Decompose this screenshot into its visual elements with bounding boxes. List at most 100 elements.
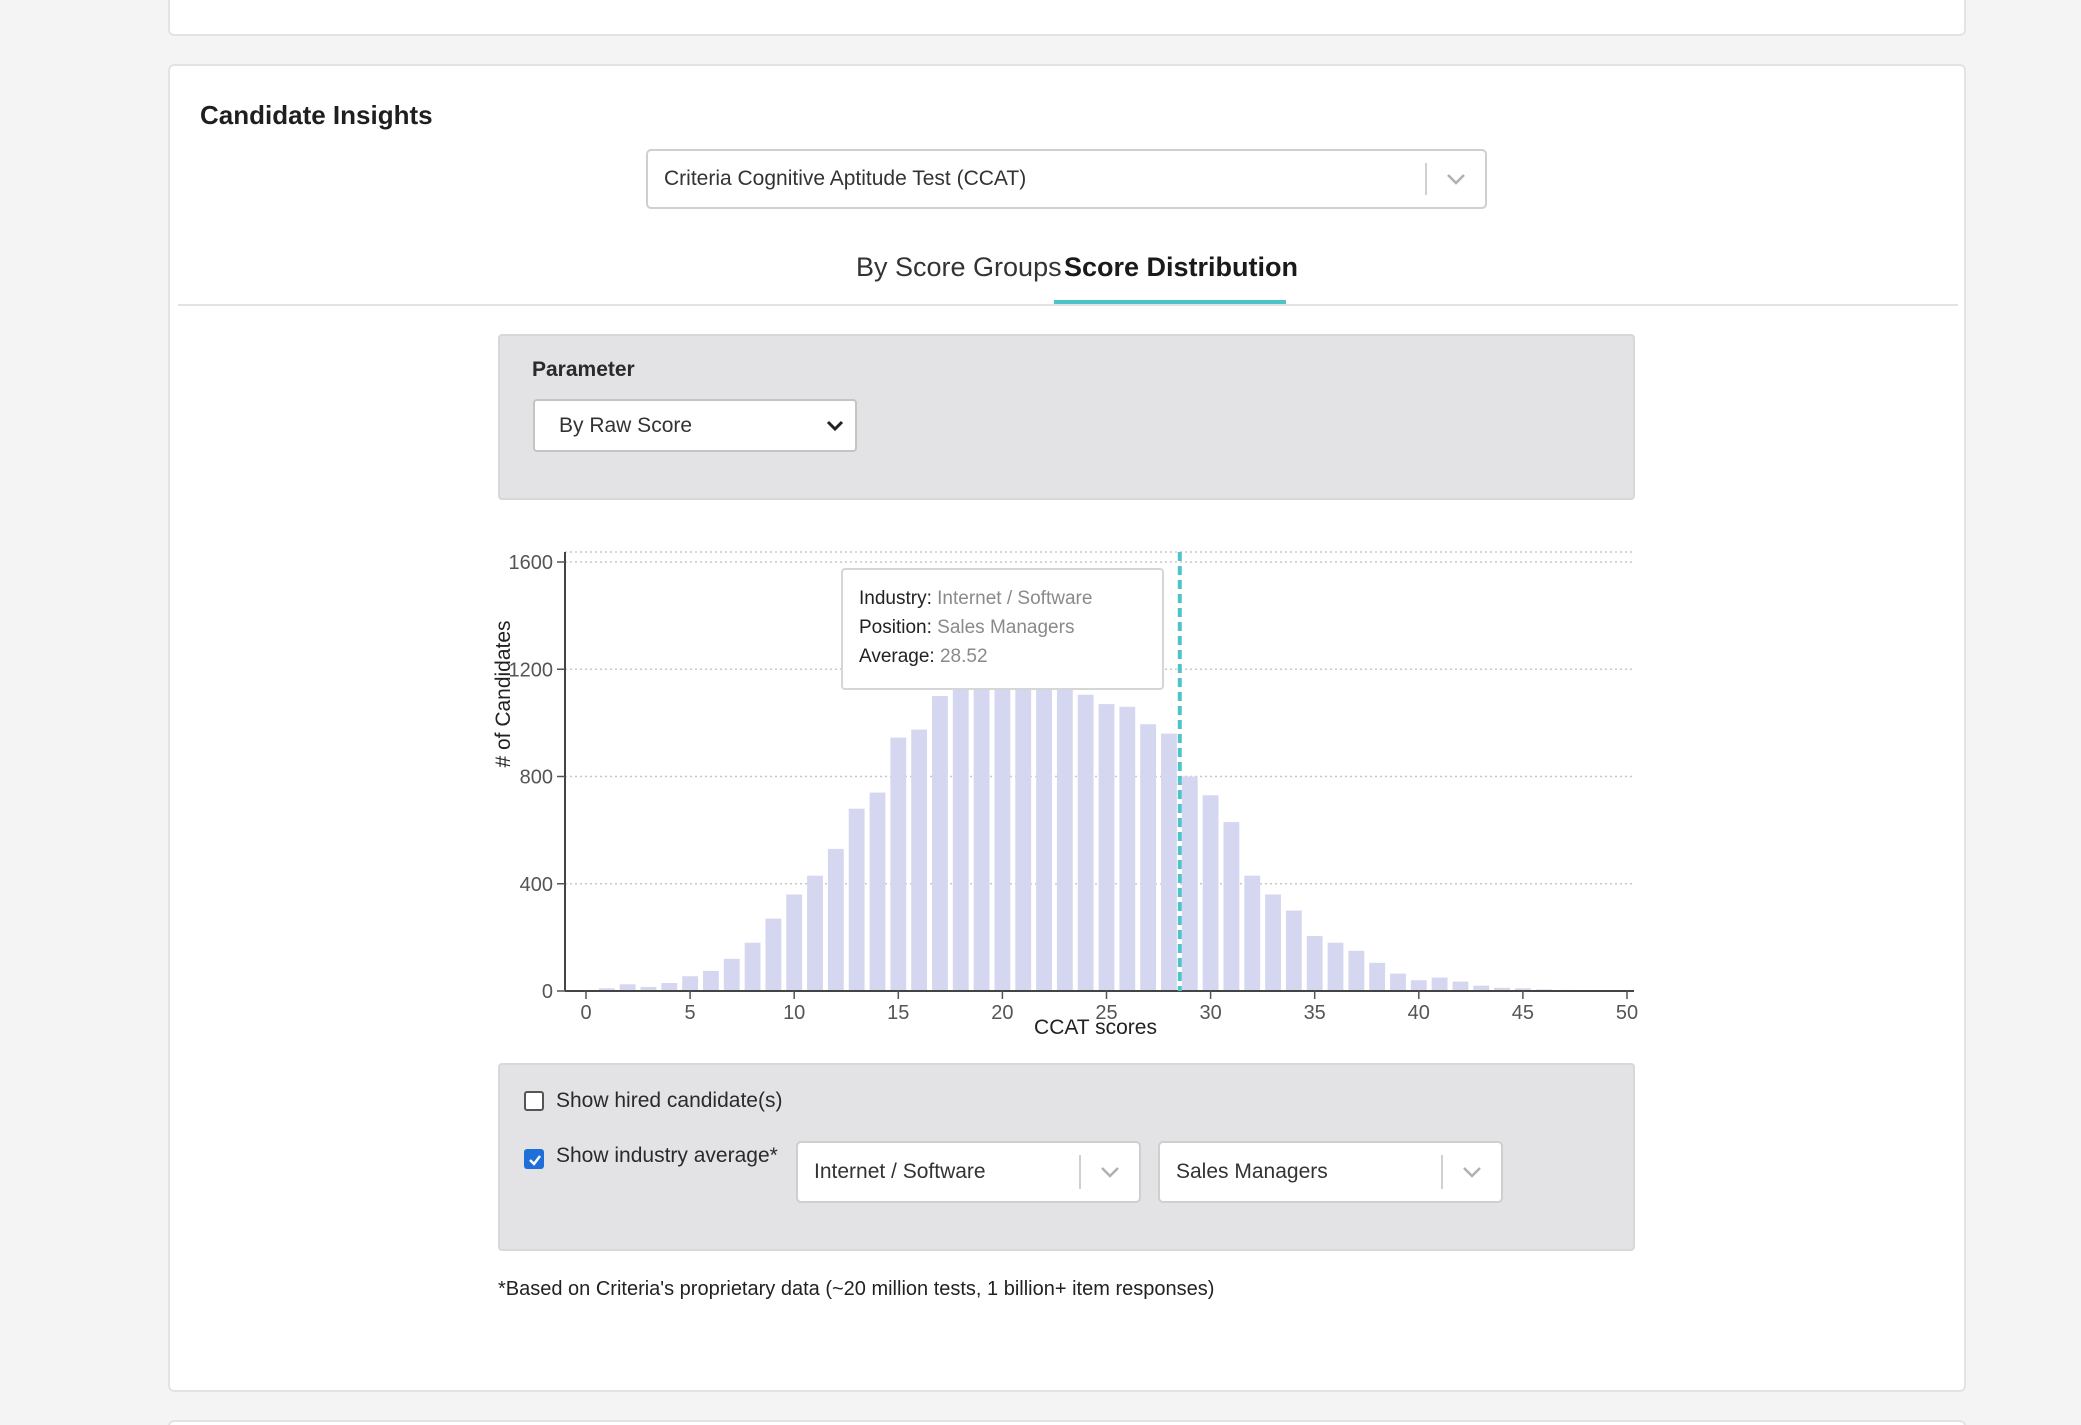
next-card (168, 1420, 1966, 1425)
histogram-bar (1327, 942, 1344, 991)
footnote: *Based on Criteria's proprietary data (~… (498, 1278, 1215, 1300)
histogram-bar (598, 988, 615, 991)
histogram-bar (952, 685, 969, 991)
histogram-bar (1223, 822, 1240, 991)
histogram-bar (932, 696, 948, 991)
chart-grid (565, 551, 1634, 885)
histogram-bar (1410, 980, 1427, 991)
histogram-bar (1036, 675, 1052, 991)
histogram-bar (1056, 682, 1073, 991)
histogram-bar (723, 958, 740, 991)
histogram-bar (1473, 985, 1490, 991)
y-axis-label: # of Candidates (492, 620, 515, 767)
x-tick-label: 0 (580, 1002, 591, 1024)
histogram-bar (1514, 988, 1531, 991)
histogram-bar (1431, 977, 1448, 991)
test-select[interactable]: Criteria Cognitive Aptitude Test (CCAT) (646, 149, 1487, 209)
histogram-bar (890, 737, 907, 991)
histogram-bar (703, 970, 719, 991)
tab-by-score-groups[interactable]: By Score Groups (856, 252, 1062, 282)
tooltip-industry-value: Internet / Software (937, 588, 1093, 609)
parameter-label: Parameter (532, 358, 635, 381)
y-tick-label: 400 (520, 874, 553, 896)
histogram-bar (1452, 981, 1469, 991)
x-tick-label: 5 (685, 1002, 696, 1024)
chart-bars (598, 673, 1615, 991)
histogram-bar (786, 894, 803, 991)
select-separator (1441, 1155, 1443, 1189)
histogram-bar (619, 984, 636, 991)
show-hired-checkbox[interactable] (524, 1091, 544, 1111)
histogram-bar (994, 673, 1011, 991)
y-tick-label: 800 (520, 767, 553, 789)
position-select[interactable]: Sales Managers (1158, 1141, 1503, 1203)
position-select-value: Sales Managers (1176, 1160, 1328, 1183)
histogram-bar (661, 982, 678, 991)
chevron-down-icon[interactable] (1460, 1164, 1484, 1180)
select-separator (1425, 163, 1427, 195)
histogram-bar (1202, 795, 1219, 991)
y-tick-label: 1600 (509, 552, 554, 574)
parameter-select[interactable]: By Raw Score (533, 399, 857, 452)
show-industry-average-label[interactable]: Show industry average* (556, 1144, 778, 1167)
tooltip-average-value: 28.52 (939, 646, 988, 667)
histogram-bar (640, 986, 657, 991)
histogram-bar (765, 918, 782, 991)
y-tick-label: 1200 (509, 659, 554, 681)
industry-select[interactable]: Internet / Software (796, 1141, 1141, 1203)
x-tick-label: 15 (887, 1002, 909, 1024)
score-distribution-chart: 0 400 800 1200 1600 0 5 10 15 20 25 30 35 40 45 50 CCAT… (492, 551, 1639, 1039)
x-tick-label: 45 (1512, 1002, 1534, 1024)
histogram-bar (1119, 706, 1136, 991)
tooltip-position-label: Position: (859, 617, 932, 638)
x-tick-label: 25 (1095, 1002, 1117, 1024)
chevron-down-icon[interactable] (1098, 1164, 1122, 1180)
chart-axes (564, 552, 1634, 992)
active-tab-indicator (1054, 300, 1286, 304)
histogram-bar (744, 942, 761, 991)
x-tick-label: 40 (1408, 1002, 1430, 1024)
show-industry-average-checkbox[interactable] (524, 1149, 544, 1169)
chevron-down-icon[interactable] (1444, 171, 1468, 187)
show-hired-label[interactable]: Show hired candidate(s) (556, 1089, 783, 1112)
average-tooltip: Industry: Internet / Software Position: … (841, 568, 1164, 690)
histogram-bar (1161, 733, 1177, 991)
tooltip-industry-label: Industry: (859, 588, 932, 609)
histogram-bar (1348, 950, 1365, 991)
industry-select-value: Internet / Software (814, 1160, 986, 1183)
histogram-bar (1285, 910, 1302, 991)
x-axis-label: CCAT scores (1034, 1016, 1157, 1039)
histogram-bar (869, 792, 886, 991)
x-tick-label: 10 (783, 1002, 805, 1024)
histogram-bar (1244, 875, 1261, 991)
histogram-bar (1369, 962, 1386, 991)
y-tick-label: 0 (542, 981, 553, 1003)
x-tick-label: 50 (1616, 1002, 1638, 1024)
x-tick-label: 35 (1304, 1002, 1326, 1024)
histogram-bar (973, 677, 990, 991)
histogram-bar (1494, 987, 1510, 991)
tab-score-distribution[interactable]: Score Distribution (1064, 252, 1299, 282)
histogram-bar (682, 976, 699, 991)
chevron-down-icon[interactable] (823, 418, 847, 434)
chart-ticks: 0 400 800 1200 1600 0 5 10 15 20 25 30 35 40 45 50 (509, 552, 1639, 1024)
tooltip-average-label: Average: (859, 646, 935, 667)
histogram-bar (1390, 973, 1406, 991)
tooltip-position-value: Sales Managers (937, 617, 1075, 638)
histogram-bar (1306, 936, 1323, 991)
histogram-bar (1015, 673, 1032, 991)
parameter-select-value: By Raw Score (559, 413, 693, 437)
histogram-bar (848, 808, 865, 991)
histogram-bar (807, 875, 823, 991)
checkmark-icon (529, 1155, 541, 1166)
x-tick-label: 20 (991, 1002, 1013, 1024)
tabs-divider (178, 304, 1958, 306)
histogram-bar (911, 729, 928, 991)
section-title: Candidate Insights (200, 100, 433, 130)
histogram-bar (1140, 724, 1157, 991)
histogram-bar (827, 848, 844, 991)
test-select-value: Criteria Cognitive Aptitude Test (CCAT) (664, 167, 1027, 190)
histogram-bar (1098, 704, 1115, 991)
histogram-bar (1265, 894, 1281, 991)
previous-card (168, 0, 1966, 36)
